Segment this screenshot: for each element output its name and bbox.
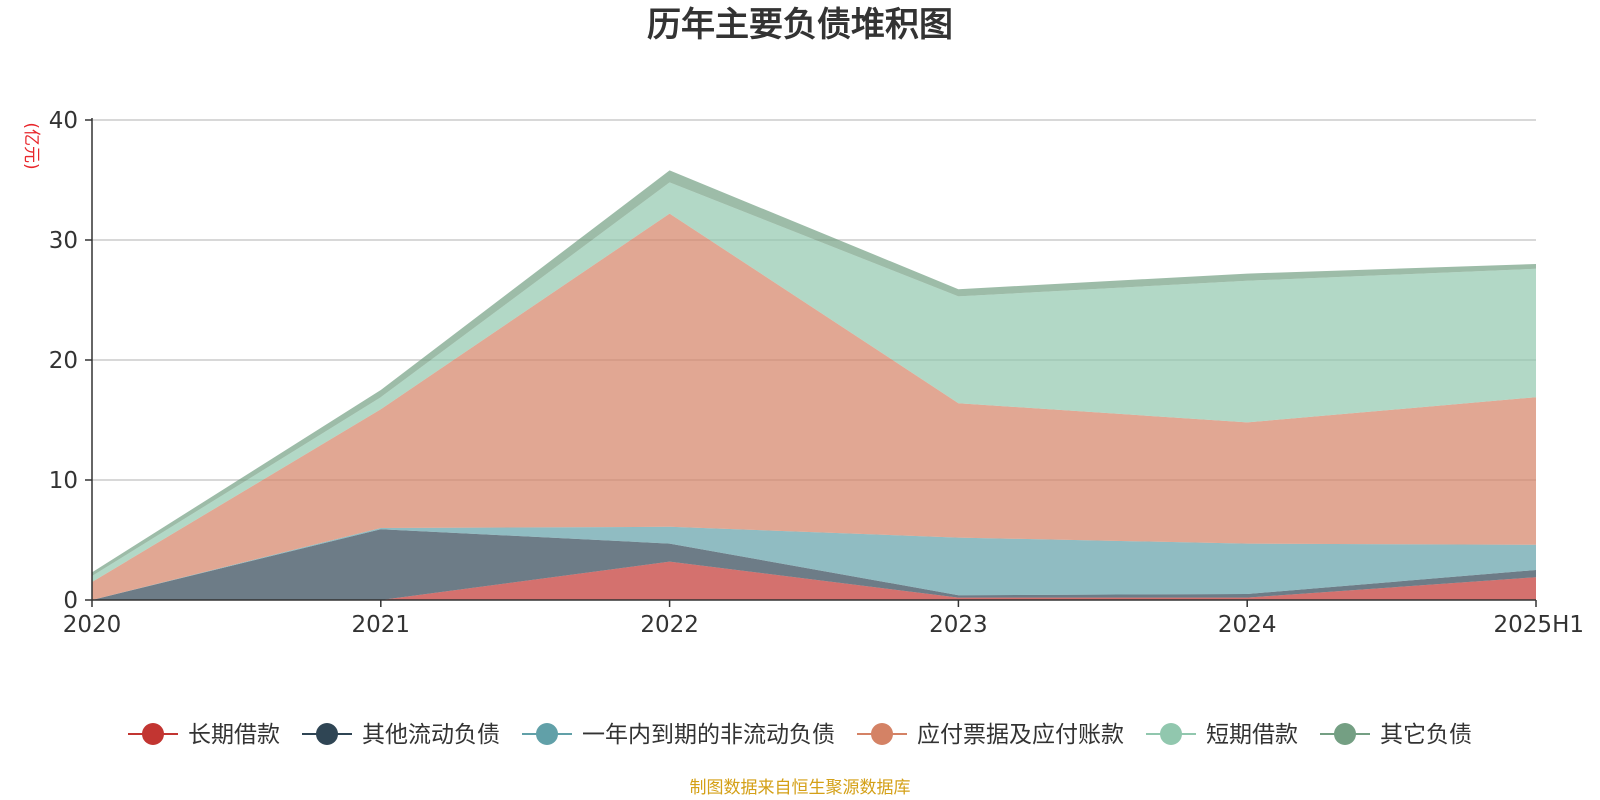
x-tick-label: 2022 bbox=[640, 612, 699, 638]
legend-item-应付票据及应付账款[interactable]: 应付票据及应付账款 bbox=[857, 722, 1124, 748]
axes: 0 10 20 30 40 2020 2021 2022 2023 2024 2025H1 bbox=[49, 108, 1584, 638]
x-tick-label: 2023 bbox=[929, 612, 988, 638]
legend-item-短期借款[interactable]: 短期借款 bbox=[1146, 722, 1298, 748]
area-一年内到期的非流动负债 bbox=[92, 526, 1536, 600]
y-tick-label: 30 bbox=[49, 228, 78, 254]
area-其他流动负债 bbox=[92, 529, 1536, 600]
legend-marker bbox=[536, 723, 558, 745]
area-长期借款 bbox=[92, 561, 1536, 600]
chart-title: 历年主要负债堆积图 bbox=[647, 5, 953, 45]
y-axis-unit-label: (亿元) bbox=[21, 122, 41, 169]
legend-marker bbox=[316, 723, 338, 745]
data-source-note: 制图数据来自恒生聚源数据库 bbox=[690, 778, 911, 798]
legend[interactable]: 长期借款 其他流动负债 一年内到期的非流动负债 应付票据及应付账款 短期借款 其它负债 bbox=[128, 722, 1472, 748]
legend-label: 其他流动负债 bbox=[362, 722, 500, 748]
legend-item-一年内到期的非流动负债[interactable]: 一年内到期的非流动负债 bbox=[522, 722, 835, 748]
area-series bbox=[92, 170, 1536, 600]
y-tick-label: 20 bbox=[49, 348, 78, 374]
legend-item-其他流动负债[interactable]: 其他流动负债 bbox=[302, 722, 500, 748]
x-tick-label: 2025H1 bbox=[1494, 612, 1584, 638]
area-短期借款 bbox=[92, 182, 1536, 582]
legend-label: 一年内到期的非流动负债 bbox=[582, 722, 835, 748]
x-tick-label: 2024 bbox=[1218, 612, 1277, 638]
legend-label: 短期借款 bbox=[1206, 722, 1298, 748]
legend-marker bbox=[142, 723, 164, 745]
legend-label: 长期借款 bbox=[188, 722, 280, 748]
x-tick-label: 2021 bbox=[352, 612, 411, 638]
legend-item-其它负债[interactable]: 其它负债 bbox=[1320, 722, 1472, 748]
legend-item-长期借款[interactable]: 长期借款 bbox=[128, 722, 280, 748]
legend-marker bbox=[871, 723, 893, 745]
area-应付票据及应付账款 bbox=[92, 213, 1536, 600]
legend-label: 应付票据及应付账款 bbox=[917, 722, 1124, 748]
x-tick-label: 2020 bbox=[63, 612, 122, 638]
legend-marker bbox=[1334, 723, 1356, 745]
legend-label: 其它负债 bbox=[1380, 722, 1472, 748]
y-tick-label: 0 bbox=[63, 588, 78, 614]
y-tick-label: 40 bbox=[49, 108, 78, 134]
legend-marker bbox=[1160, 723, 1182, 745]
y-tick-label: 10 bbox=[49, 468, 78, 494]
